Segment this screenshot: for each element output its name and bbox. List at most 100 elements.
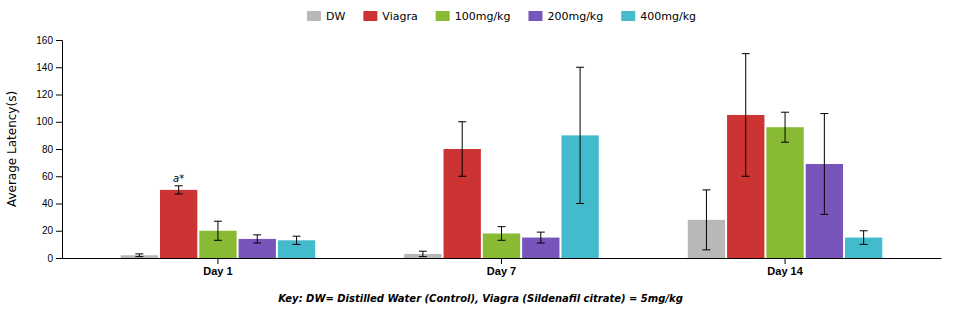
error-bar [860,231,868,245]
x-tick-mark [217,258,218,264]
y-tick: 140 [36,62,62,73]
error-bar-line [253,234,261,235]
y-tick: 60 [42,171,62,182]
legend-swatch [363,11,377,21]
legend-label: Viagra [382,10,417,23]
y-tick-label: 140 [36,62,53,73]
error-bar-line [820,214,828,215]
x-tick-mark [501,258,502,264]
y-tick-label: 0 [47,253,53,264]
error-bar-line [537,243,545,244]
error-bar-line [706,190,707,250]
y-tick-mark [56,122,62,123]
error-bar-line [540,232,541,243]
error-bar-line [860,244,868,245]
y-tick-mark [56,67,62,68]
y-tick-label: 20 [42,225,54,236]
error-bar [781,112,789,142]
error-bar-line [781,112,789,113]
y-axis: 020406080100120140160 [36,35,62,264]
bar [766,127,803,258]
series [199,112,803,258]
error-bar [498,227,506,241]
error-bar-line [501,227,502,241]
y-tick-mark [56,95,62,96]
error-bar-line [498,240,506,241]
y-tick: 100 [36,116,62,127]
error-bar-line [419,251,427,252]
x-tick: Day 7 [487,258,516,277]
legend: DW Viagra 100mg/kg 200mg/kg 400mg/kg [307,10,696,23]
error-bar-line [742,53,750,54]
y-tick: 20 [42,225,62,236]
y-tick-label: 100 [36,116,53,127]
error-bar-line [537,232,545,233]
error-bar-line [462,122,463,177]
x-tick: Day 14 [767,258,803,277]
error-bar-line [217,221,218,240]
error-bar-line [498,226,506,227]
x-tick-label: Day 1 [203,265,232,277]
error-bar-line [702,189,710,190]
error-bar [175,186,183,194]
legend-item: DW [307,10,345,23]
y-tick: 80 [42,144,62,155]
y-axis-title: Average Latency(s) [5,91,19,207]
x-axis: Day 1 Day 7 Day 14 [63,258,942,277]
error-bar-line [702,249,710,250]
error-bar-line [458,176,466,177]
error-bar-line [860,230,868,231]
error-bar-line [214,221,222,222]
series [160,54,764,258]
y-tick-mark [56,258,62,259]
legend-swatch [436,11,450,21]
error-bar-line [293,244,301,245]
y-tick: 0 [47,253,62,264]
error-bar-line [257,235,258,243]
error-bar-line [576,203,584,204]
error-bar-line [863,231,864,245]
y-tick-mark [56,231,62,232]
error-bar-line [422,251,423,256]
error-bar-line [178,186,179,194]
series [121,190,725,258]
error-bar [293,236,301,244]
error-bar-line [175,185,183,186]
error-bar-line [458,121,466,122]
error-bar [458,122,466,177]
legend-label: 100mg/kg [455,10,511,23]
y-tick-label: 120 [36,89,53,100]
caption: Key: DW= Distilled Water (Control), Viag… [278,293,683,304]
error-bar [419,251,427,256]
series [239,114,843,258]
error-bar-line [293,236,301,237]
y-tick: 160 [36,35,62,46]
y-tick-mark [56,40,62,41]
error-bar [135,254,143,257]
error-bar-line [135,253,143,254]
y-tick-mark [56,149,62,150]
x-tick: Day 1 [203,258,232,277]
x-tick-label: Day 7 [487,265,516,277]
error-bar-line [296,236,297,244]
error-bar-line [135,256,143,257]
series [278,67,882,258]
y-tick: 120 [36,89,62,100]
error-bar-line [580,67,581,203]
legend-item: 200mg/kg [528,10,603,23]
y-axis-line [56,41,63,259]
legend-item: 100mg/kg [436,10,511,23]
y-tick-label: 60 [42,171,54,182]
error-bar [742,54,750,177]
error-bar-line [781,142,789,143]
legend-item: 400mg/kg [621,10,696,23]
legend-swatch [528,11,542,21]
y-tick-label: 160 [36,35,53,46]
annotation: a* [173,173,184,184]
marks [121,54,883,258]
error-bar-line [742,176,750,177]
chart: 020406080100120140160Day 1Day 7Day 14a*A… [0,0,961,310]
error-bar-line [745,54,746,177]
error-bar-line [419,256,427,257]
bar [160,190,197,258]
